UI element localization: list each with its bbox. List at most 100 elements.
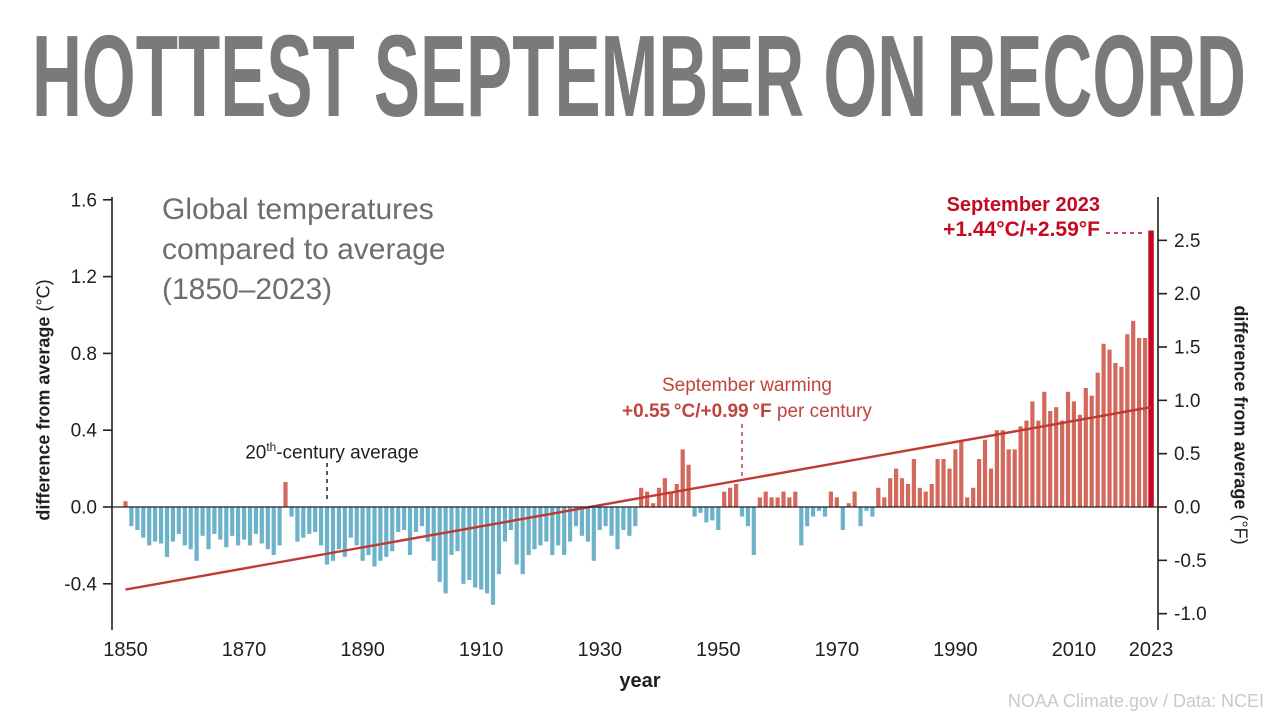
temperature-bar [1042, 391, 1047, 507]
temperature-bar [686, 464, 691, 507]
temperature-bar [609, 507, 614, 536]
temperature-bar [787, 497, 792, 507]
temperature-bar [1030, 401, 1035, 507]
temperature-bar [532, 507, 537, 550]
temperature-bar [805, 507, 810, 527]
temperature-bar [236, 507, 241, 546]
temperature-bar [277, 507, 282, 546]
temperature-bar [556, 507, 561, 546]
temperature-bar [153, 507, 158, 542]
temperature-bar [253, 507, 258, 534]
temperature-bar [882, 497, 887, 507]
temperature-bar [674, 484, 679, 507]
temperature-bar [876, 487, 881, 507]
temperature-bar [745, 507, 750, 527]
temperature-bar [490, 507, 496, 605]
century-average-superscript: th [266, 441, 277, 454]
temperature-bar [1048, 411, 1053, 507]
century-average-prefix: 20 [245, 442, 267, 464]
temperature-bar [769, 497, 774, 507]
y-tick-label-celsius: 1.2 [71, 267, 97, 288]
temperature-bar [888, 478, 893, 507]
temperature-bar [206, 507, 211, 550]
y-tick-label-celsius: 0.8 [71, 344, 97, 365]
temperature-bar [562, 507, 567, 555]
temperature-bar [585, 507, 590, 542]
temperature-bar [402, 507, 407, 530]
temperature-bar [164, 507, 170, 557]
temperature-bar [188, 507, 193, 550]
temperature-bar [852, 491, 857, 507]
temperature-bar [366, 507, 371, 555]
temperature-bar [324, 507, 330, 565]
temperature-bar [544, 507, 549, 542]
temperature-bar [307, 507, 312, 534]
temperature-bar [147, 507, 152, 546]
temperature-bar [698, 507, 703, 513]
x-axis-label: year [619, 670, 661, 692]
temperature-bar [330, 507, 336, 561]
source-credit: NOAA Climate.gov / Data: NCEI [1007, 691, 1264, 711]
temperature-bar [419, 507, 424, 527]
temperature-bar [141, 507, 146, 538]
temperature-bar [651, 503, 656, 507]
temperature-bar [864, 507, 869, 511]
temperature-bar [135, 507, 140, 530]
temperature-bar [621, 507, 626, 530]
y-tick-label-fahrenheit: 1.5 [1174, 338, 1200, 359]
x-tick-label: 1910 [459, 639, 504, 661]
x-tick-label: 1890 [340, 639, 385, 661]
temperature-bar [129, 507, 134, 527]
temperature-bar [514, 507, 519, 565]
x-tick-label: 2010 [1052, 639, 1097, 661]
temperature-bar [722, 491, 727, 507]
temperature-bar [170, 507, 175, 542]
x-tick-label: 1970 [815, 639, 860, 661]
temperature-bar [953, 449, 958, 507]
temperature-bar [1000, 430, 1005, 507]
temperature-bar [467, 507, 472, 580]
temperature-bar [568, 507, 573, 542]
temperature-bar [899, 478, 905, 507]
temperature-bar [443, 507, 448, 594]
temperature-bar [508, 507, 513, 530]
temperature-bar [994, 430, 999, 507]
x-tick-label: 1870 [222, 639, 267, 661]
y-tick-label-celsius: 0.4 [71, 421, 98, 442]
temperature-bar [704, 507, 709, 523]
temperature-bar [550, 507, 555, 555]
trend-line [125, 405, 1152, 591]
y-tick-label-fahrenheit: -0.5 [1174, 551, 1207, 572]
temperature-bar [935, 459, 940, 507]
temperature-bar [1143, 338, 1148, 507]
left-axis-label: difference from average (°C) [34, 279, 55, 520]
y-tick-label-celsius: -0.4 [64, 574, 97, 595]
temperature-bar [520, 507, 525, 575]
temperature-bar [1071, 401, 1076, 507]
temperature-bar [977, 459, 982, 507]
left-axis-unit: (°C) [33, 279, 54, 317]
temperature-bar [579, 507, 584, 536]
x-tick-label: 2023 [1129, 639, 1174, 661]
temperature-bar [799, 507, 804, 546]
temperature-bar [336, 507, 341, 550]
temperature-bar [846, 503, 851, 507]
temperature-bar [289, 507, 294, 517]
temperature-bar [816, 507, 822, 511]
temperature-bar [437, 507, 442, 582]
temperature-bar [573, 507, 579, 527]
temperature-bar [911, 459, 916, 507]
temperature-bar [627, 507, 632, 536]
temperature-bar [212, 507, 217, 534]
record-annotation: September 2023 +1.44°C/+2.59°F [943, 193, 1100, 242]
temperature-bar [1095, 372, 1100, 507]
temperature-bar [301, 507, 306, 538]
y-tick-label-fahrenheit: 0.5 [1174, 444, 1200, 465]
temperature-bar [159, 507, 164, 544]
temperature-bar [461, 507, 466, 584]
temperature-bar [1036, 420, 1041, 507]
temperature-bar [941, 459, 946, 507]
temperature-bar [1131, 320, 1136, 507]
temperature-bar [455, 507, 460, 552]
